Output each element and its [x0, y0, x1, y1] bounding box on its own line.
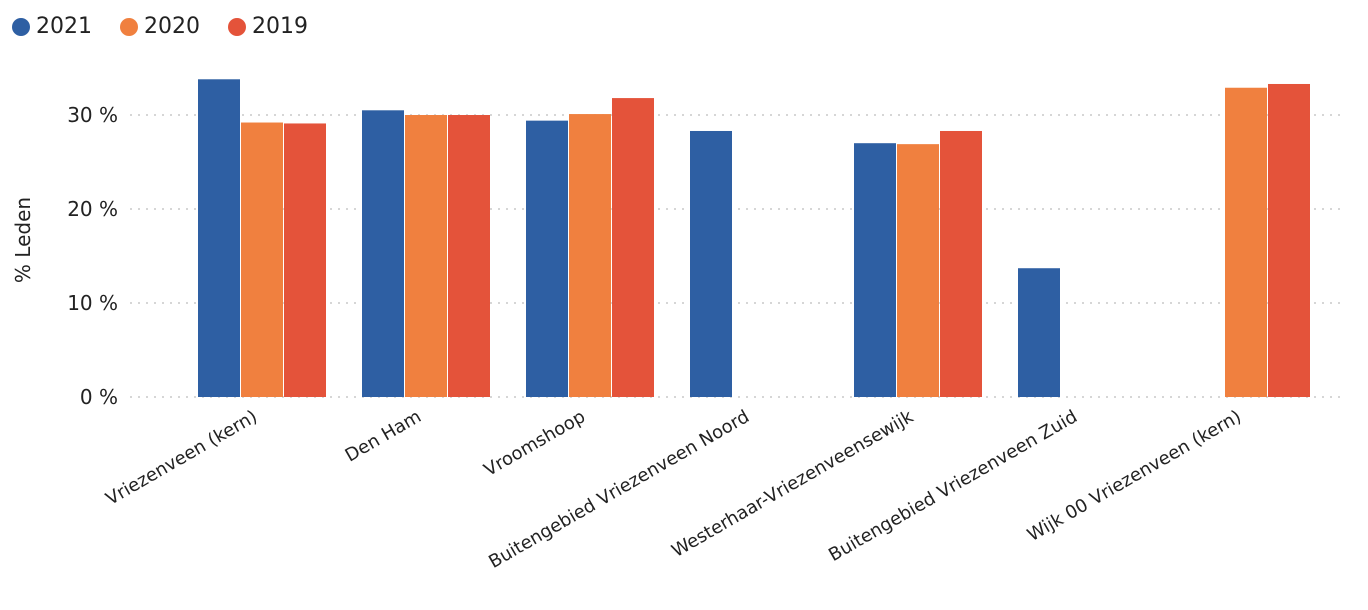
- bar-2019-1[interactable]: [448, 115, 490, 397]
- bar-2019-2[interactable]: [612, 98, 654, 397]
- bar-2021-5[interactable]: [1018, 268, 1060, 397]
- y-axis-ticks: 0 % 10 % 20 % 30 %: [67, 103, 118, 409]
- y-tick-label: 20 %: [67, 197, 118, 221]
- bar-2019-4[interactable]: [940, 130, 982, 398]
- y-tick-label: 10 %: [67, 291, 118, 315]
- legend-marker: [228, 17, 246, 36]
- bar-2020-6[interactable]: [1225, 87, 1267, 398]
- legend-marker: [12, 17, 30, 36]
- x-category-label: Den Ham: [342, 406, 425, 466]
- y-axis-title: % Leden: [11, 197, 35, 283]
- gridlines: [130, 114, 1340, 398]
- bar-2019-6[interactable]: [1268, 83, 1310, 397]
- bar-2020-4[interactable]: [897, 144, 939, 397]
- bar-2020-2[interactable]: [569, 114, 611, 397]
- chart-legend: 2021 2020 2019: [12, 14, 308, 39]
- legend-label: 2020: [144, 14, 200, 39]
- bar-2021-0[interactable]: [198, 79, 240, 397]
- bar-2021-3[interactable]: [690, 130, 732, 398]
- x-axis-ticks: Vriezenveen (kern) Den Ham VroomshoopBuite…: [102, 406, 1245, 573]
- bar-2019-0[interactable]: [284, 123, 326, 398]
- bars: [198, 79, 1310, 398]
- x-category-label: Vriezenveen (kern): [102, 406, 261, 510]
- y-tick-label: 0 %: [80, 385, 118, 409]
- legend-item-2021[interactable]: 2021: [12, 14, 92, 39]
- legend-marker: [120, 17, 138, 36]
- bar-2020-0[interactable]: [241, 122, 283, 398]
- bar-2021-2[interactable]: [526, 120, 568, 397]
- legend-item-2020[interactable]: 2020: [120, 14, 200, 39]
- bar-2020-1[interactable]: [405, 115, 447, 397]
- legend-label: 2021: [36, 14, 92, 39]
- bar-2021-1[interactable]: [362, 110, 404, 398]
- bar-2021-4[interactable]: [854, 143, 896, 397]
- x-category-label: Buitengebied Vriezenveen Noord: [485, 406, 753, 573]
- x-category-label: Vroomshoop: [481, 406, 589, 481]
- legend-label: 2019: [252, 14, 308, 39]
- y-tick-label: 30 %: [67, 103, 118, 127]
- legend-item-2019[interactable]: 2019: [228, 14, 308, 39]
